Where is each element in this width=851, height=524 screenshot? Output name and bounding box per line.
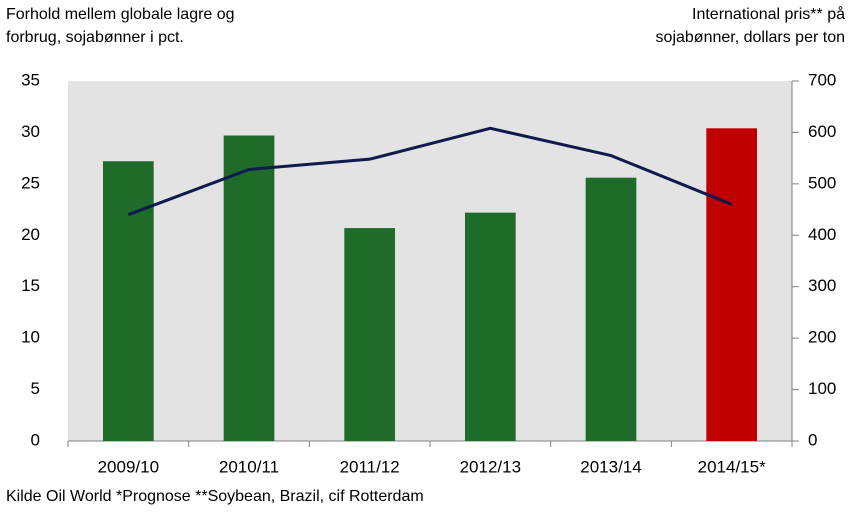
bar: [344, 228, 396, 441]
y-tick-label: 10: [21, 328, 40, 347]
bar: [102, 161, 154, 441]
y-axis-label: Forhold mellem globale lagre og: [6, 6, 235, 23]
x-tick-label: 2011/12: [340, 457, 400, 476]
x-tick-label: 2014/15*: [698, 457, 766, 476]
y-tick-label: 0: [31, 430, 40, 449]
y-tick-label: 30: [21, 122, 40, 141]
y2-tick-label: 300: [808, 276, 836, 295]
y2-tick-label: 200: [808, 328, 836, 347]
x-tick-label: 2012/13: [460, 457, 521, 476]
y2-axis-label: sojabønner, dollars per ton: [656, 29, 845, 46]
plot-area: [68, 81, 792, 441]
x-tick-label: 2013/14: [580, 457, 641, 476]
footnote: Kilde Oil World *Prognose **Soybean, Bra…: [6, 488, 424, 505]
y2-tick-label: 600: [808, 122, 836, 141]
x-tick-label: 2009/10: [98, 457, 159, 476]
y-tick-label: 5: [31, 379, 40, 398]
y2-tick-label: 700: [808, 70, 836, 89]
x-tick-label: 2010/11: [219, 457, 279, 476]
y2-tick-label: 400: [808, 225, 836, 244]
line: [127, 126, 733, 217]
bar: [706, 128, 758, 442]
bar: [585, 177, 637, 441]
y-tick-label: 25: [21, 173, 40, 192]
y2-tick-label: 100: [808, 379, 836, 398]
bar: [464, 212, 516, 441]
bar: [223, 135, 275, 441]
y-axis-label: forbrug, sojabønner i pct.: [6, 29, 184, 46]
y2-axis-label: International pris** på: [692, 5, 845, 23]
y2-tick-label: 0: [808, 430, 817, 449]
y-tick-label: 35: [21, 70, 40, 89]
y-tick-label: 20: [21, 225, 40, 244]
y-tick-label: 15: [21, 276, 40, 295]
y2-tick-label: 500: [808, 173, 836, 192]
